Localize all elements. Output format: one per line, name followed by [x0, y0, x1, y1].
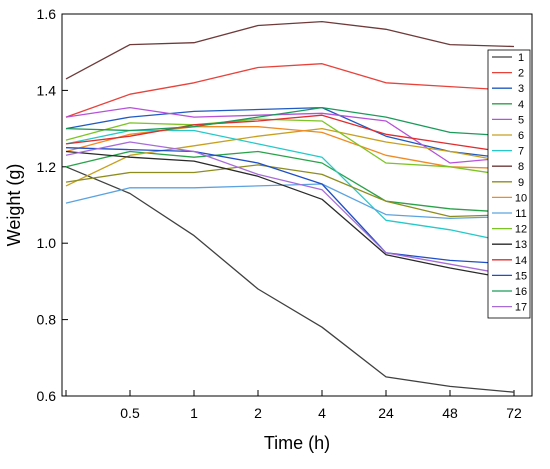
legend-label: 11	[515, 208, 526, 220]
y-tick-label: 1.4	[37, 82, 57, 98]
x-tick-label: 0.5	[120, 405, 140, 421]
y-tick-label: 0.8	[37, 312, 57, 328]
legend-label: 14	[515, 255, 527, 267]
legend-label: 5	[518, 114, 524, 126]
series-line-3	[65, 106, 515, 160]
legend-label: 7	[518, 146, 524, 158]
y-tick-label: 0.6	[37, 388, 57, 404]
series-line-6	[65, 127, 515, 187]
legend-label: 17	[515, 302, 527, 314]
legend-label: 6	[518, 130, 524, 142]
x-axis-label: Time (h)	[264, 433, 330, 453]
legend-label: 2	[518, 68, 524, 80]
y-axis-label: Weight (g)	[4, 164, 24, 247]
series-line-9	[65, 164, 515, 218]
legend-label: 4	[518, 99, 524, 111]
plot-frame	[61, 13, 533, 397]
x-axis: 0.5 1 2 4 24 48 72	[65, 390, 522, 421]
series-line-7	[65, 129, 515, 244]
legend-label: 1	[518, 52, 524, 64]
series-line-14	[65, 114, 515, 155]
series-line-2	[65, 63, 515, 118]
legend-label: 3	[518, 83, 524, 95]
series-line-16	[65, 106, 515, 137]
series-line-15	[65, 147, 515, 265]
y-tick-label: 1.2	[37, 159, 57, 175]
series-line-4	[65, 150, 515, 214]
y-tick-label: 1.0	[37, 235, 57, 251]
x-tick-label: 2	[254, 405, 262, 421]
x-tick-label: 48	[442, 405, 458, 421]
legend-label: 10	[515, 192, 527, 204]
series-line-8	[65, 20, 515, 80]
legend-label: 12	[515, 224, 527, 236]
legend-label: 15	[515, 270, 527, 282]
series-line-1	[65, 166, 515, 393]
series-line-17	[65, 141, 515, 277]
x-tick-label: 1	[190, 405, 198, 421]
series-line-10	[65, 126, 515, 170]
legend-frame	[487, 49, 531, 319]
series-line-13	[65, 150, 515, 281]
y-axis: 0.6 0.8 1.0 1.2 1.4 1.6	[37, 6, 68, 404]
x-tick-label: 24	[378, 405, 394, 421]
series-line-11	[65, 183, 515, 220]
series-lines	[65, 20, 515, 393]
y-tick-label: 1.6	[37, 6, 57, 22]
legend-label: 16	[515, 286, 527, 298]
series-line-12	[65, 118, 515, 177]
series-line-5	[65, 106, 515, 164]
legend-label: 8	[518, 161, 524, 173]
legend-label: 9	[518, 177, 524, 189]
legend-label: 13	[515, 239, 527, 251]
x-tick-label: 72	[506, 405, 522, 421]
x-tick-label: 4	[318, 405, 326, 421]
